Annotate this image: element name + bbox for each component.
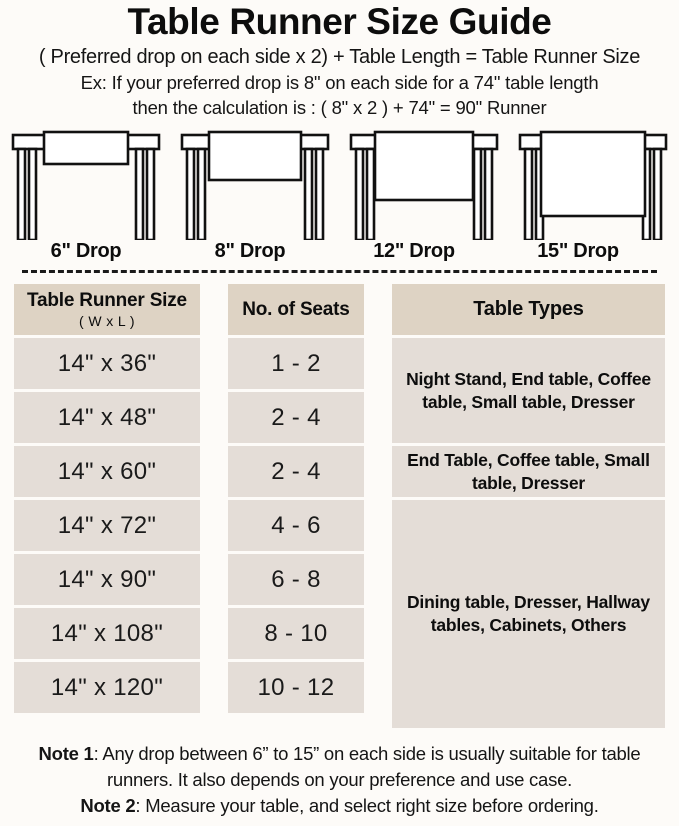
- table-cell-seats: 6 - 8: [227, 554, 364, 605]
- drop-label-row: 6" Drop 8" Drop 12" Drop 15" Drop: [0, 240, 679, 263]
- column-runner-size: Table Runner Size ( W x L ) 14" x 36" 14…: [14, 284, 200, 731]
- table-cell-types: End Table, Coffee table, Small table, Dr…: [391, 446, 665, 497]
- table-cell-size: 14" x 36": [14, 338, 200, 389]
- table-cell-seats: 4 - 6: [227, 500, 364, 551]
- note-1-text: : Any drop between 6” to 15” on each sid…: [93, 743, 641, 790]
- table-cell-size: 14" x 48": [14, 392, 200, 443]
- table-cell-size: 14" x 60": [14, 446, 200, 497]
- table-cell-seats: 1 - 2: [227, 338, 364, 389]
- drop-label-8: 8" Drop: [214, 240, 286, 262]
- table-cell-size: 14" x 72": [14, 500, 200, 551]
- table-cell-types: Dining table, Dresser, Hallway tables, C…: [391, 500, 665, 728]
- note-1-label: Note 1: [38, 743, 94, 764]
- column-table-types: Table Types Night Stand, End table, Coff…: [391, 284, 665, 731]
- table-drop-illustration-15: [518, 130, 668, 240]
- table-cell-seats: 10 - 12: [227, 662, 364, 713]
- table-cell-types: Night Stand, End table, Coffee table, Sm…: [391, 338, 665, 443]
- notes-section: Note 1: Any drop between 6” to 15” on ea…: [0, 741, 679, 819]
- note-1: Note 1: Any drop between 6” to 15” on ea…: [8, 741, 671, 793]
- table-drop-illustration-12: [349, 130, 499, 240]
- drop-label-12: 12" Drop: [373, 240, 455, 262]
- header-runner-size-label: Table Runner Size: [27, 290, 187, 311]
- table-cell-size: 14" x 108": [14, 608, 200, 659]
- drop-diagram-8: [173, 128, 337, 240]
- note-2-label: Note 2: [80, 795, 136, 816]
- drop-diagram-12: [342, 128, 506, 240]
- drop-label-15: 15" Drop: [537, 240, 619, 262]
- table-cell-seats: 8 - 10: [227, 608, 364, 659]
- size-table: Table Runner Size ( W x L ) 14" x 36" 14…: [0, 284, 679, 731]
- header-no-of-seats: No. of Seats: [227, 284, 364, 335]
- drop-diagram-6: [4, 128, 168, 240]
- table-cell-seats: 2 - 4: [227, 446, 364, 497]
- column-no-of-seats: No. of Seats 1 - 2 2 - 4 2 - 4 4 - 6 6 -…: [227, 284, 364, 731]
- table-drop-illustration-6: [11, 130, 161, 240]
- table-cell-seats: 2 - 4: [227, 392, 364, 443]
- drop-label-6: 6" Drop: [50, 240, 122, 262]
- example-line-1: Ex: If your preferred drop is 8" on each…: [80, 72, 599, 93]
- table-cell-size: 14" x 90": [14, 554, 200, 605]
- note-2: Note 2: Measure your table, and select r…: [8, 793, 671, 819]
- table-cell-size: 14" x 120": [14, 662, 200, 713]
- drop-diagram-strip: [0, 128, 679, 240]
- header-runner-size-sublabel: ( W x L ): [78, 313, 135, 329]
- table-drop-illustration-8: [180, 130, 330, 240]
- drop-diagram-15: [511, 128, 675, 240]
- header-runner-size: Table Runner Size ( W x L ): [14, 284, 200, 335]
- header-table-types: Table Types: [391, 284, 665, 335]
- formula-line: ( Preferred drop on each side x 2) + Tab…: [38, 46, 641, 68]
- example-line-2: then the calculation is : ( 8" x 2 ) + 7…: [132, 97, 547, 118]
- dashed-divider: [22, 270, 657, 273]
- page-title: Table Runner Size Guide: [127, 1, 552, 42]
- note-2-text: : Measure your table, and select right s…: [135, 795, 599, 816]
